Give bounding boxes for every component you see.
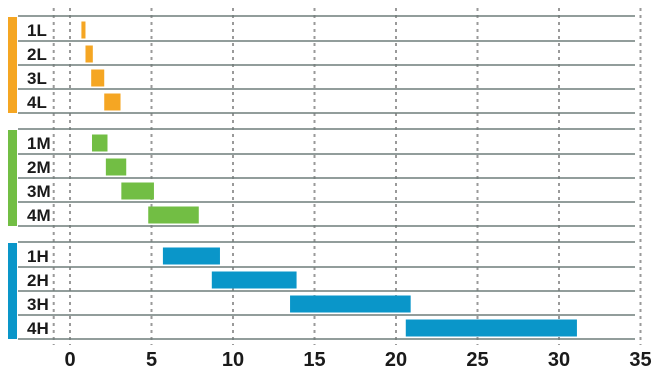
x-tick-label-5: 5	[146, 349, 157, 371]
row-label-2M: 2M	[27, 158, 51, 177]
row-label-1L: 1L	[27, 21, 47, 40]
row-label-2L: 2L	[27, 45, 47, 64]
bar-1H	[162, 247, 220, 265]
bar-3H	[290, 295, 411, 313]
bar-4M	[148, 206, 199, 224]
row-labels: 1L 2L 3L 4L 1M 2M 3M 4M 1H 2H 3H 4H	[27, 21, 51, 338]
row-label-4H: 4H	[27, 319, 49, 338]
x-tick-label-15: 15	[303, 349, 325, 371]
bar-4L	[104, 93, 121, 111]
group-indicator-L	[8, 17, 17, 113]
row-label-3L: 3L	[27, 69, 47, 88]
bar-3L	[91, 69, 105, 87]
bar-2L	[85, 45, 93, 63]
x-tick-label-0: 0	[64, 349, 75, 371]
x-tick-label-10: 10	[222, 349, 244, 371]
x-tick-label-35: 35	[629, 349, 651, 371]
row-label-1M: 1M	[27, 134, 51, 153]
x-tick-label-30: 30	[548, 349, 570, 371]
row-separator-lines	[18, 15, 635, 340]
bar-4H	[405, 319, 577, 337]
row-label-2H: 2H	[27, 271, 49, 290]
x-tick-label-20: 20	[385, 349, 407, 371]
group-indicator-H	[8, 243, 17, 339]
row-label-3M: 3M	[27, 182, 51, 201]
bar-1M	[92, 134, 108, 152]
bar-3M	[121, 182, 154, 200]
x-tick-label-25: 25	[466, 349, 488, 371]
row-label-1H: 1H	[27, 247, 49, 266]
vertical-gridlines	[52, 8, 642, 345]
bar-1L	[81, 21, 86, 39]
row-label-4M: 4M	[27, 206, 51, 225]
bar-2M	[105, 158, 127, 176]
bar-2H	[211, 271, 297, 289]
group-indicator-M	[8, 130, 17, 226]
x-axis-tick-labels: 0 5 10 15 20 25 30 35	[64, 349, 651, 371]
group-indicator-bars	[8, 17, 17, 339]
row-label-4L: 4L	[27, 93, 47, 112]
range-bars	[81, 21, 577, 337]
row-label-3H: 3H	[27, 295, 49, 314]
